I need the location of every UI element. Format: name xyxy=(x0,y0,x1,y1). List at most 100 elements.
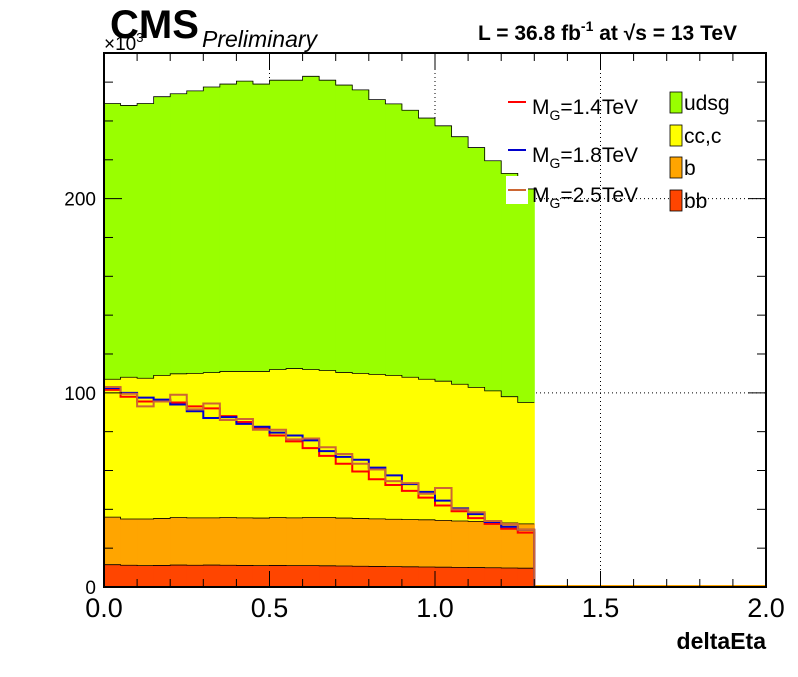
bar-bb xyxy=(302,565,320,587)
bar-cc-c xyxy=(120,377,138,520)
stack-b xyxy=(104,517,535,569)
y-multiplier-exp: 3 xyxy=(136,30,143,45)
bar-cc-c xyxy=(203,372,221,518)
bar-cc-c xyxy=(137,378,155,520)
bar-b xyxy=(219,517,237,566)
legend-fill-label: cc,c xyxy=(684,125,721,148)
legend-line-label: MG=2.5TeV xyxy=(532,184,638,211)
bar-b xyxy=(104,517,122,565)
bar-b xyxy=(203,517,221,566)
bar-b xyxy=(401,519,419,567)
bar-b xyxy=(451,520,469,568)
sqrt-s: √s xyxy=(624,22,647,45)
bar-udsg xyxy=(385,103,403,376)
bar-b xyxy=(418,519,436,567)
bar-udsg xyxy=(484,160,502,391)
bar-udsg xyxy=(435,125,453,382)
preliminary-label: Preliminary xyxy=(202,26,319,52)
bar-udsg xyxy=(335,85,353,373)
x-tick-label: 1.5 xyxy=(582,593,620,623)
bar-cc-c xyxy=(484,390,502,522)
bar-bb xyxy=(286,565,304,587)
cms-label: CMS xyxy=(110,3,199,47)
bar-cc-c xyxy=(368,374,386,519)
legend-fill-label: udsg xyxy=(684,92,730,115)
bar-udsg xyxy=(252,84,270,372)
bar-b xyxy=(435,520,453,568)
x-tick-label: 2.0 xyxy=(747,593,785,623)
stack-bb xyxy=(104,564,535,587)
bar-b xyxy=(484,521,502,568)
legend-entry-line: MG=1.8TeV xyxy=(506,136,638,171)
legend-fill-swatch xyxy=(669,156,683,179)
bar-cc-c xyxy=(501,396,519,523)
bar-bb xyxy=(451,567,469,587)
bar-cc-c xyxy=(401,377,419,520)
bar-bb xyxy=(435,567,453,587)
bar-b xyxy=(368,518,386,567)
line-M-G-2-5TeV xyxy=(103,385,536,587)
x-tick-label: 0.5 xyxy=(251,593,289,623)
legend-fill-swatch xyxy=(669,91,683,114)
bar-bb xyxy=(484,567,502,587)
bar-udsg xyxy=(286,80,304,369)
y-tick-label: 100 xyxy=(64,384,96,405)
bar-b xyxy=(236,517,254,566)
bar-cc-c xyxy=(385,375,403,520)
bar-udsg xyxy=(418,118,436,380)
bar-udsg xyxy=(368,99,386,375)
bar-b xyxy=(186,517,204,566)
bar-udsg xyxy=(170,93,188,374)
legend-entry-fill: bb xyxy=(669,189,707,213)
signal-lines xyxy=(103,385,536,587)
bar-bb xyxy=(335,566,353,587)
bar-b xyxy=(137,519,155,566)
y-tick-label: 200 xyxy=(64,190,96,211)
stack-udsg xyxy=(104,76,535,403)
bar-cc-c xyxy=(451,384,469,521)
bar-udsg xyxy=(203,86,221,373)
bar-b xyxy=(335,518,353,567)
y-tick-label: 0 xyxy=(85,578,96,599)
legend-entry-fill: udsg xyxy=(669,91,730,115)
bar-b xyxy=(319,517,337,566)
bar-bb xyxy=(517,568,535,587)
bar-bb xyxy=(269,565,287,587)
legend-line-label: MG=1.4TeV xyxy=(532,96,638,123)
legend-entry-fill: cc,c xyxy=(669,124,721,148)
legend-fill-label: b xyxy=(684,157,696,180)
stack-outline-1 xyxy=(104,516,535,525)
bar-cc-c xyxy=(319,370,337,518)
bar-cc-c xyxy=(286,368,304,518)
bar-bb xyxy=(219,565,237,587)
bar-bb xyxy=(137,565,155,587)
legend-fill-label: bb xyxy=(684,190,707,213)
bar-bb xyxy=(203,565,221,587)
bar-bb xyxy=(186,565,204,587)
legend-entry-line: MG=2.5TeV xyxy=(506,176,638,211)
axis-ticks xyxy=(103,53,767,588)
bar-bb xyxy=(153,565,171,587)
bar-udsg xyxy=(451,136,469,385)
tick-labels: 0.0 0.5 1.0 1.5 2.0 0 100 200 xyxy=(64,190,784,623)
lumi-suffix: = 13 TeV xyxy=(647,22,737,45)
y-multiplier-base: ×10 xyxy=(104,34,136,55)
legend-entry-line: MG=1.4TeV xyxy=(506,88,638,123)
bar-b xyxy=(269,517,287,566)
x-axis-label: deltaEta xyxy=(677,628,767,654)
bar-b xyxy=(286,517,304,566)
bar-udsg xyxy=(104,103,122,380)
bar-bb xyxy=(385,566,403,587)
bar-cc-c xyxy=(252,371,270,519)
bar-b xyxy=(352,518,370,567)
bar-cc-c xyxy=(335,372,353,519)
bar-cc-c xyxy=(186,373,204,518)
bar-bb xyxy=(104,564,122,587)
bar-bb xyxy=(170,565,188,587)
bar-b xyxy=(517,523,535,569)
bar-udsg xyxy=(468,147,486,388)
bar-b xyxy=(302,517,320,566)
bar-bb xyxy=(319,565,337,587)
